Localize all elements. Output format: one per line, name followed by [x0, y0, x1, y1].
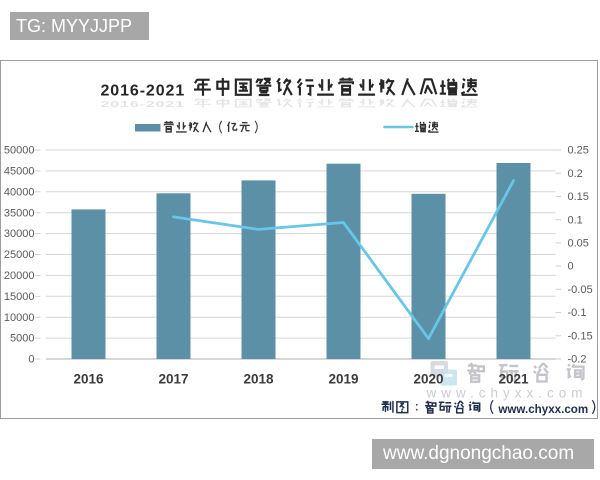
- svg-text:0.15: 0.15: [568, 191, 589, 203]
- svg-text:0.05: 0.05: [568, 238, 589, 250]
- svg-text:0: 0: [28, 354, 34, 366]
- svg-text:50000: 50000: [4, 145, 35, 157]
- svg-text:5000: 5000: [10, 333, 34, 345]
- svg-text:-0.05: -0.05: [568, 284, 593, 296]
- svg-text:-0.1: -0.1: [568, 307, 587, 319]
- svg-text:2016: 2016: [73, 372, 104, 387]
- svg-text:2016-2021: 2016-2021: [101, 100, 185, 109]
- svg-text:0: 0: [568, 261, 574, 273]
- svg-text:2018: 2018: [243, 372, 274, 387]
- svg-text:30000: 30000: [4, 228, 35, 240]
- svg-text:0.25: 0.25: [568, 145, 589, 157]
- svg-text:www.chyxx.com: www.chyxx.com: [426, 386, 588, 401]
- svg-text:25000: 25000: [4, 249, 35, 261]
- svg-text:40000: 40000: [4, 186, 35, 198]
- svg-text:2019: 2019: [328, 372, 358, 387]
- svg-text:10000: 10000: [4, 312, 35, 324]
- svg-text:0.1: 0.1: [568, 214, 583, 226]
- svg-text:2016-2021: 2016-2021: [101, 82, 186, 99]
- svg-text:35000: 35000: [4, 207, 35, 219]
- svg-text:-0.15: -0.15: [568, 330, 593, 342]
- svg-text:2021: 2021: [498, 372, 529, 387]
- svg-text:45000: 45000: [4, 166, 35, 178]
- svg-text:2017: 2017: [158, 372, 188, 387]
- svg-text:0.2: 0.2: [568, 168, 583, 180]
- svg-text:-0.2: -0.2: [568, 354, 587, 366]
- svg-text:15000: 15000: [4, 291, 35, 303]
- svg-text:20000: 20000: [4, 270, 35, 282]
- svg-text:2020: 2020: [413, 372, 443, 387]
- svg-text:www.chyxx.com: www.chyxx.com: [497, 403, 588, 416]
